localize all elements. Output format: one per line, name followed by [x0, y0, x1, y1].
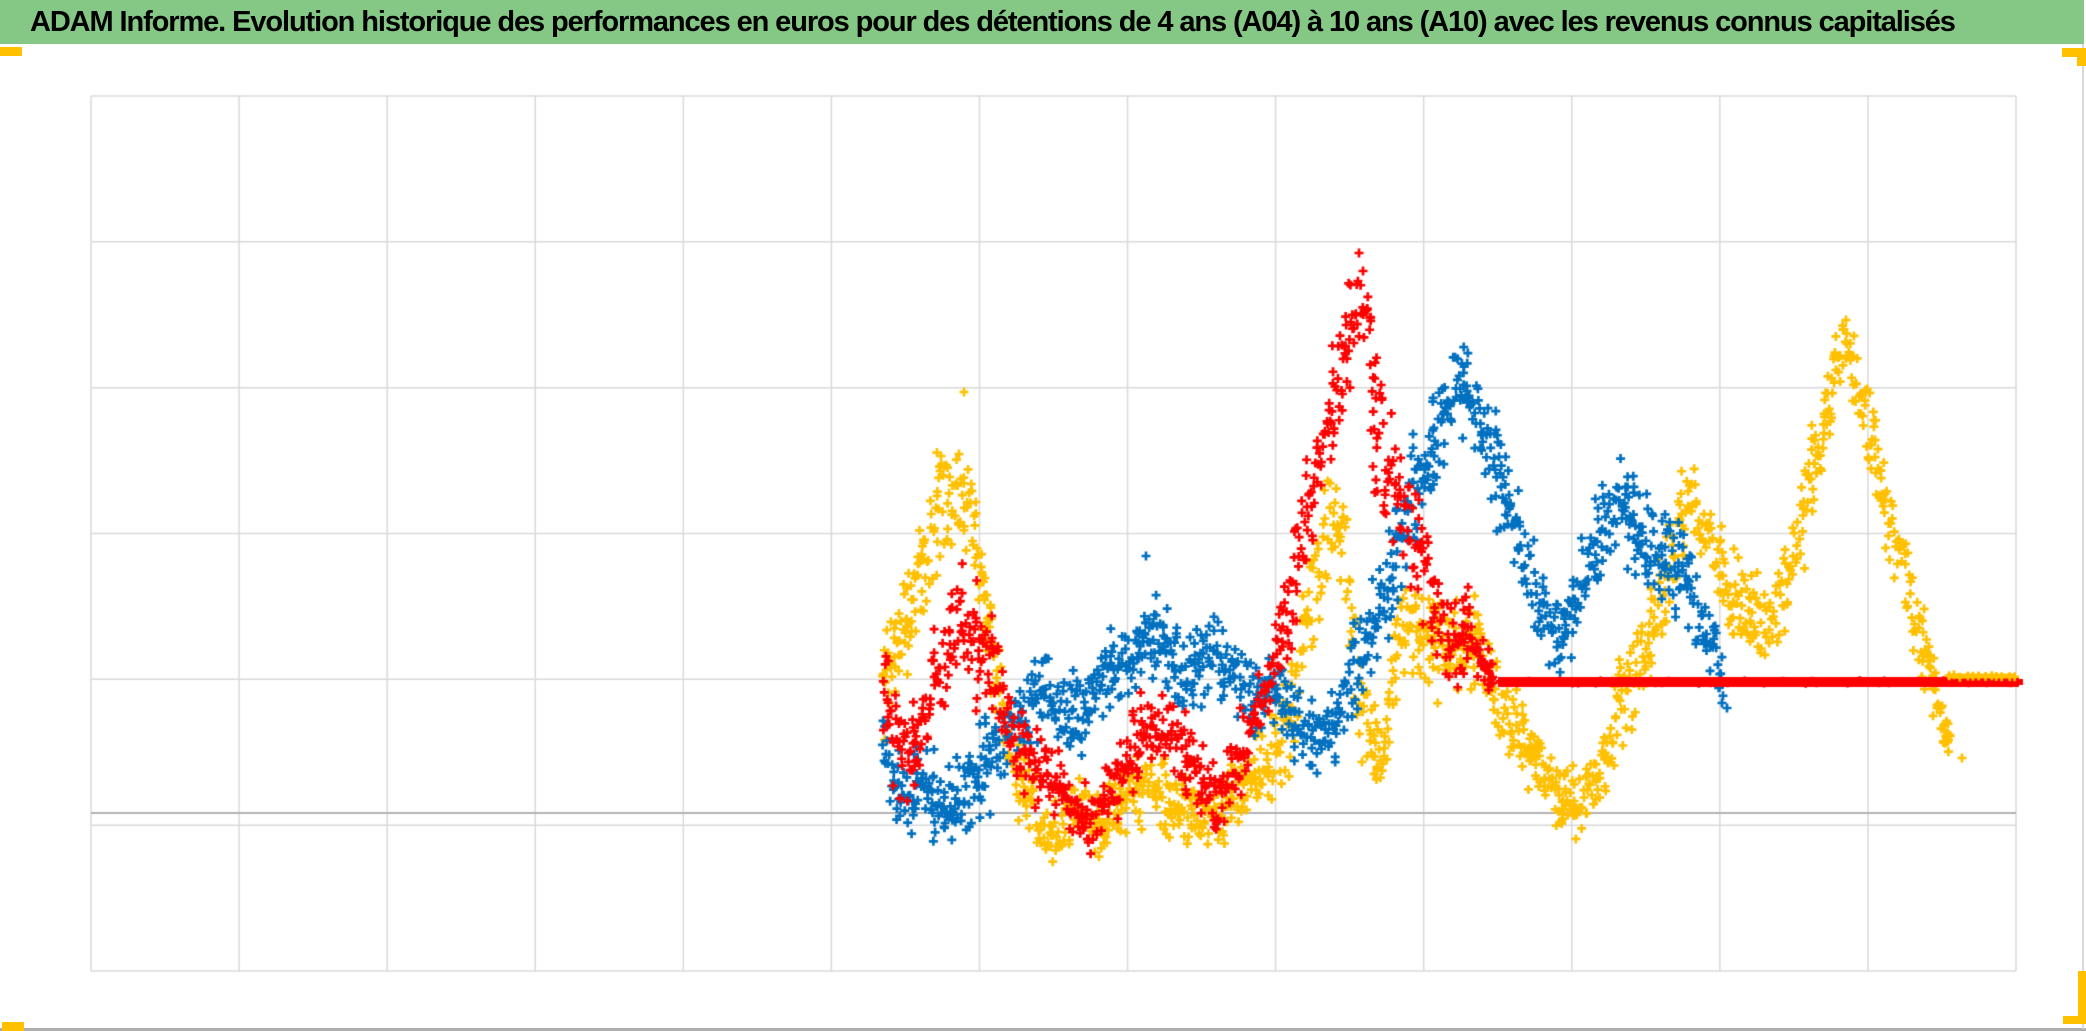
chart-title-text: ADAM Informe. Evolution historique des p…	[30, 5, 1956, 38]
selection-handle-top-left[interactable]	[0, 47, 22, 56]
selection-handle-bottom-right-h[interactable]	[2063, 1016, 2086, 1024]
selection-handle-bottom-left[interactable]	[2, 1022, 24, 1031]
selection-handle-top-right-v[interactable]	[2077, 48, 2086, 66]
page-bottom-edge	[0, 1028, 2086, 1031]
selection-handle-top-right-h[interactable]	[2062, 48, 2086, 57]
chart-plot-area[interactable]	[91, 96, 2016, 971]
chart-title-bar[interactable]: ADAM Informe. Evolution historique des p…	[0, 0, 2084, 44]
selection-handle-bottom-right-v[interactable]	[2078, 971, 2086, 1024]
page-right-edge	[2082, 44, 2084, 1029]
